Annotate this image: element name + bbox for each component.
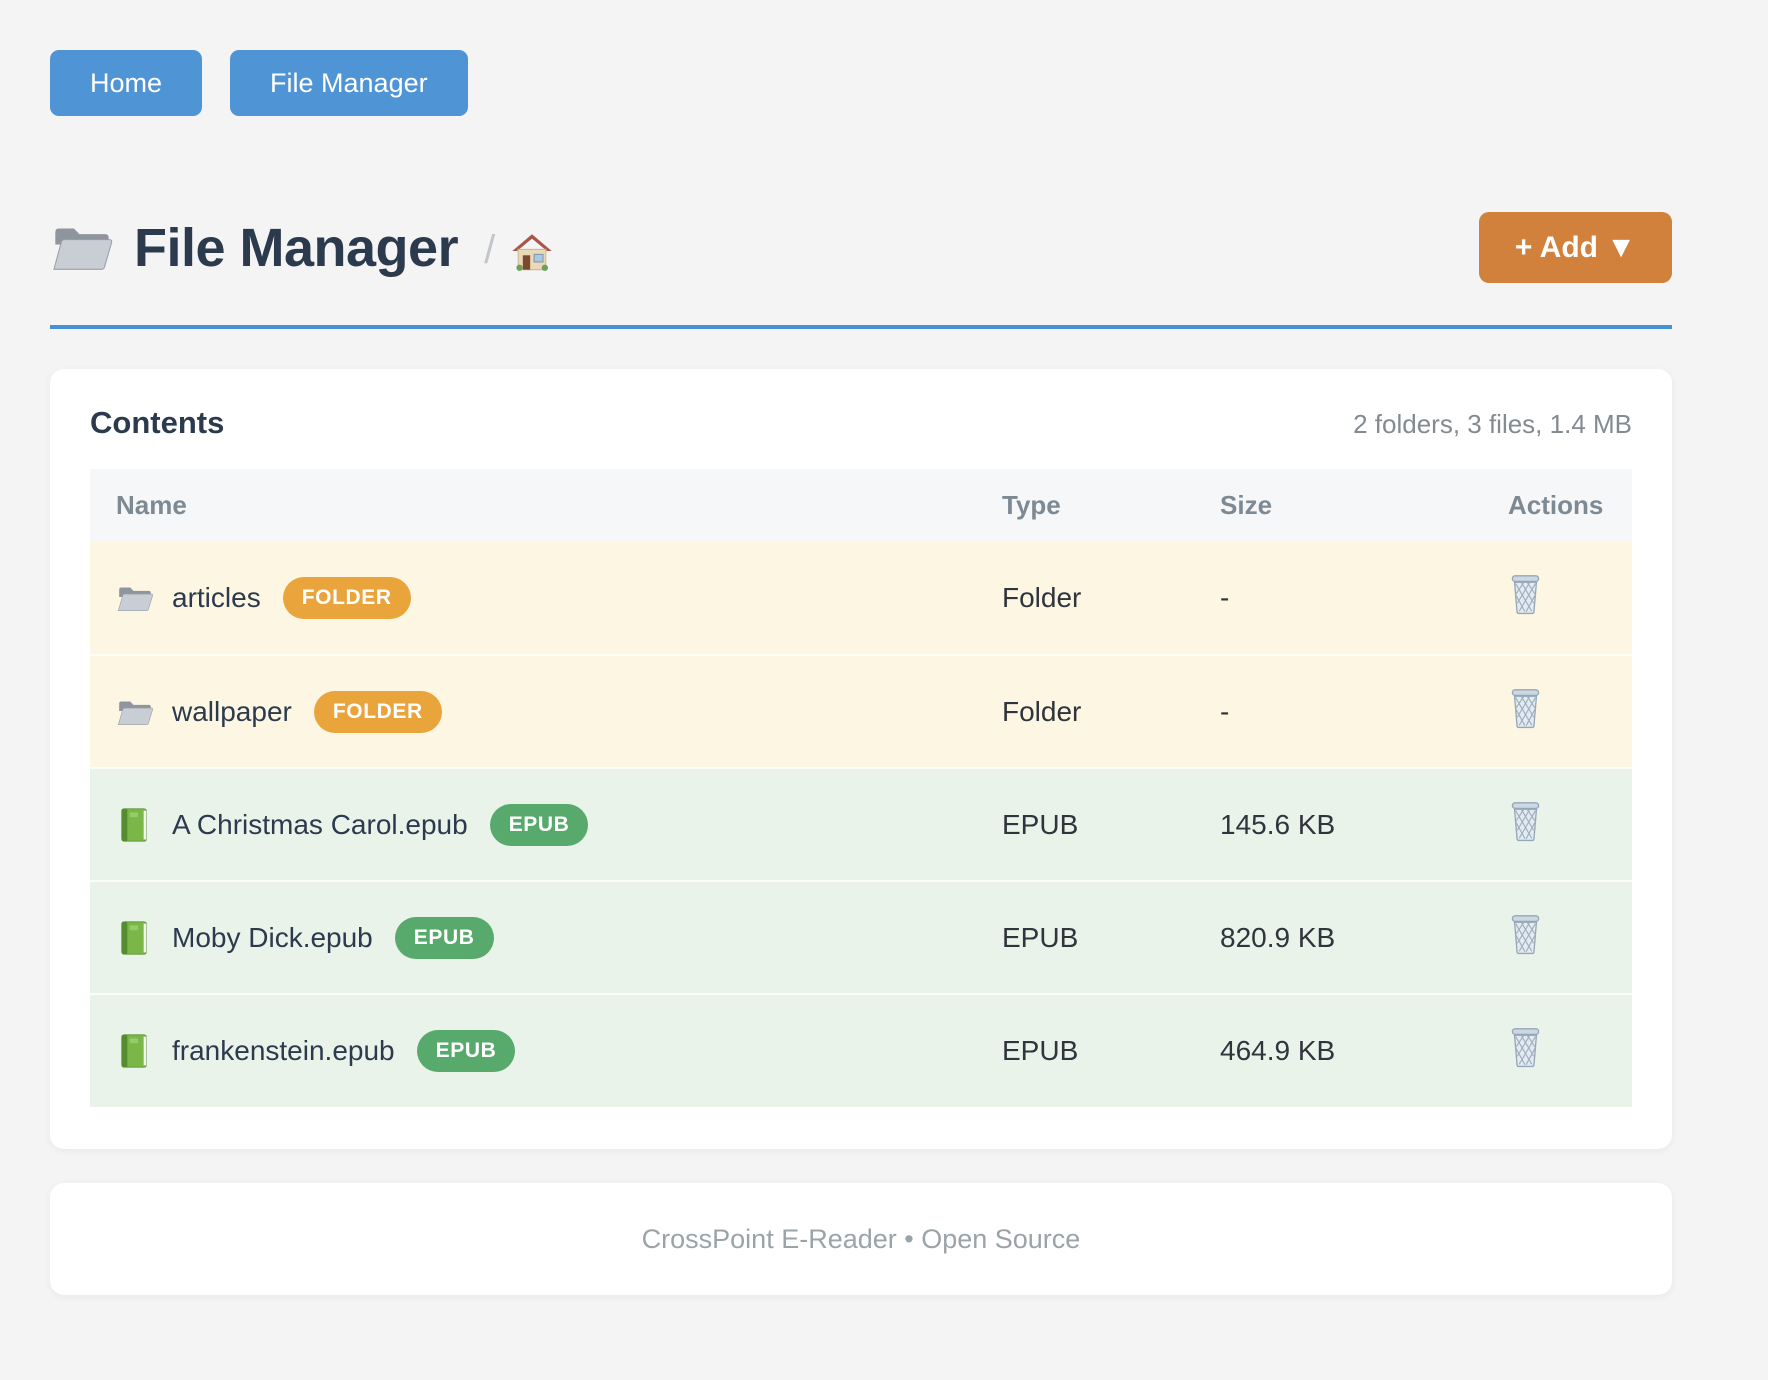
type-badge: FOLDER xyxy=(282,577,411,619)
page-title: File Manager xyxy=(134,217,459,278)
delete-button[interactable] xyxy=(1508,574,1543,615)
type-cell: EPUB xyxy=(976,993,1194,1107)
title-underline xyxy=(50,325,1672,329)
file-name-link[interactable]: frankenstein.epub xyxy=(172,1035,395,1066)
footer-text: CrossPoint E-Reader • Open Source xyxy=(641,1223,1081,1254)
size-cell: 145.6 KB xyxy=(1194,767,1482,881)
home-icon[interactable] xyxy=(511,232,553,272)
book-icon xyxy=(116,920,154,956)
add-button[interactable]: + Add ▼ xyxy=(1478,212,1672,283)
table-header-row: Name Type Size Actions xyxy=(90,469,1632,542)
book-icon xyxy=(116,807,154,843)
file-name-link[interactable]: articles xyxy=(172,582,261,613)
type-cell: Folder xyxy=(976,542,1194,655)
file-name-link[interactable]: Moby Dick.epub xyxy=(172,921,373,953)
trash-icon xyxy=(1508,801,1543,845)
delete-button[interactable] xyxy=(1508,1027,1543,1068)
table-row[interactable]: Moby Dick.epub EPUB EPUB 820.9 KB xyxy=(90,880,1632,994)
trash-icon xyxy=(1508,1028,1543,1071)
type-badge: EPUB xyxy=(416,1030,516,1072)
file-name-link[interactable]: A Christmas Carol.epub xyxy=(172,808,468,840)
size-cell: 464.9 KB xyxy=(1194,993,1482,1107)
column-header-type: Type xyxy=(976,469,1194,542)
trash-icon xyxy=(1508,575,1543,618)
column-header-size: Size xyxy=(1194,469,1482,542)
files-table: Name Type Size Actions articles FOLDER F… xyxy=(90,469,1632,1107)
top-nav: Home File Manager xyxy=(50,50,1672,116)
footer: CrossPoint E-Reader • Open Source xyxy=(50,1183,1672,1295)
column-header-actions: Actions xyxy=(1482,469,1632,542)
type-badge: FOLDER xyxy=(313,690,442,733)
contents-table-body: articles FOLDER Folder - xyxy=(90,542,1632,1107)
table-row[interactable]: frankenstein.epub EPUB EPUB 464.9 KB xyxy=(90,993,1632,1107)
delete-button[interactable] xyxy=(1508,801,1543,842)
book-icon xyxy=(116,1033,154,1069)
column-header-name: Name xyxy=(90,469,976,542)
file-manager-nav-button[interactable]: File Manager xyxy=(230,50,468,116)
folder-icon xyxy=(116,580,154,616)
size-cell: - xyxy=(1194,542,1482,655)
table-row[interactable]: A Christmas Carol.epub EPUB EPUB 145.6 K… xyxy=(90,767,1632,881)
type-cell: EPUB xyxy=(976,880,1194,994)
size-cell: 820.9 KB xyxy=(1194,880,1482,994)
type-cell: Folder xyxy=(976,654,1194,768)
delete-button[interactable] xyxy=(1508,914,1543,955)
trash-icon xyxy=(1508,688,1543,732)
type-badge: EPUB xyxy=(489,803,589,846)
contents-title: Contents xyxy=(90,405,225,440)
table-row[interactable]: wallpaper FOLDER Folder - xyxy=(90,654,1632,768)
type-cell: EPUB xyxy=(976,767,1194,881)
folder-icon xyxy=(116,694,154,730)
size-cell: - xyxy=(1194,654,1482,768)
folder-icon xyxy=(50,220,114,276)
type-badge: EPUB xyxy=(394,916,494,959)
breadcrumb-separator: / xyxy=(484,228,496,272)
page-header: File Manager / + Add ▼ xyxy=(50,212,1672,283)
delete-button[interactable] xyxy=(1508,688,1543,729)
contents-summary: 2 folders, 3 files, 1.4 MB xyxy=(1353,409,1632,439)
file-name-link[interactable]: wallpaper xyxy=(172,695,292,727)
home-nav-button[interactable]: Home xyxy=(50,50,203,116)
file-manager-page: Home File Manager File Manager / xyxy=(50,50,1672,1295)
trash-icon xyxy=(1508,914,1543,958)
table-row[interactable]: articles FOLDER Folder - xyxy=(90,542,1632,655)
contents-card: Contents 2 folders, 3 files, 1.4 MB Name… xyxy=(50,369,1672,1149)
